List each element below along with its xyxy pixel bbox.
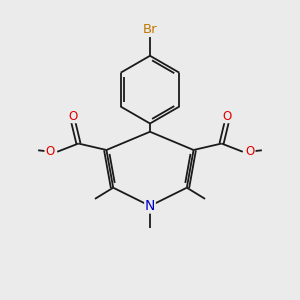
Text: O: O — [246, 145, 255, 158]
Text: Br: Br — [143, 23, 157, 36]
Text: N: N — [145, 199, 155, 213]
Text: O: O — [45, 145, 54, 158]
Text: O: O — [222, 110, 232, 123]
Text: O: O — [68, 110, 78, 123]
